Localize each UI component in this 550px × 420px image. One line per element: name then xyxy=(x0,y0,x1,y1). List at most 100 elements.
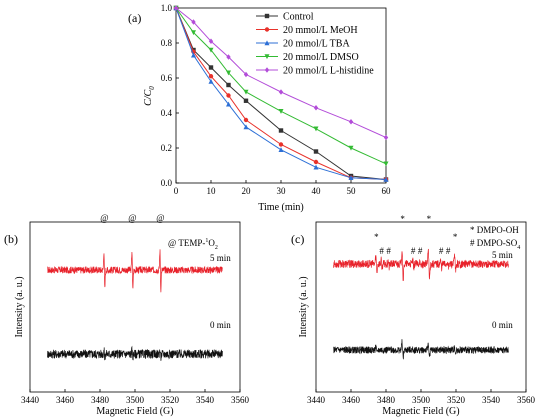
x-tick-label-c: 3540 xyxy=(482,395,501,405)
data-point-a-4 xyxy=(191,19,196,25)
x-axis-title-a: Time (min) xyxy=(258,202,303,213)
data-point-a-0 xyxy=(226,82,231,88)
data-point-a-3 xyxy=(191,30,196,36)
panel-b-chart: 3440 3460 3480 3500 3520 3540 3560 @ @ @ (b) Mag… xyxy=(4,213,250,417)
x-tick-label-a: 60 xyxy=(382,186,392,196)
legend-b-main: @ TEMP- xyxy=(168,238,205,248)
oh-marker-c-1: * xyxy=(400,214,405,224)
x-tick-label-c: 3480 xyxy=(377,395,396,405)
panel-a-chart: 0 10 20 30 40 50 60 0.0 0.2 0.4 0.6 0.8 1.0 Control 2… xyxy=(128,3,391,213)
y-axis-title-b: Intensity (a. u.) xyxy=(14,276,25,337)
legend-c-oh: * DMPO-OH xyxy=(470,225,519,235)
data-point-a-4 xyxy=(173,5,179,11)
y-tick-label-a: 0.8 xyxy=(161,38,173,48)
y-axis-title-a-main: C/C xyxy=(143,89,154,105)
y-axis-title-a: C/C0 xyxy=(143,86,156,106)
x-axis-title-b: Magnetic Field (G) xyxy=(96,406,173,417)
data-point-a-3 xyxy=(383,161,389,167)
data-point-a-0 xyxy=(243,98,249,103)
x-tick-label-b: 3540 xyxy=(196,395,215,405)
y-axis-title-a-sub: 0 xyxy=(148,86,156,90)
legend-b: @ TEMP-1O2 xyxy=(168,238,218,251)
legend-b-tail: O xyxy=(208,238,215,248)
series-group-c xyxy=(333,248,509,360)
legend-label-a-4: 20 mmol/L L-histidine xyxy=(283,66,374,77)
x-tick-label-a: 0 xyxy=(174,186,179,196)
x-tick-label-b: 3560 xyxy=(231,395,250,405)
data-point-a-1 xyxy=(243,117,249,123)
y-tick-label-a: 0.2 xyxy=(161,143,172,153)
data-point-a-3 xyxy=(348,145,354,151)
legend-marker-a-2 xyxy=(264,40,270,46)
legend-c-so4: # DMPO-SO4 xyxy=(470,238,520,251)
oh-marker-c-0: * xyxy=(374,232,379,242)
panel-label-b: (b) xyxy=(4,232,18,246)
x-tick-label-c: 3560 xyxy=(517,395,536,405)
data-point-a-3 xyxy=(226,70,231,76)
x-tick-label-b: 3500 xyxy=(126,395,145,405)
so4-marker-c-5: # xyxy=(446,246,451,256)
series-group-b xyxy=(47,249,223,361)
y-tick-label-a: 0.6 xyxy=(161,73,173,83)
spectrum-b-1 xyxy=(47,345,223,361)
x-tick-label-c: 3500 xyxy=(412,395,431,405)
data-point-a-4 xyxy=(278,89,284,95)
x-tick-label-a: 50 xyxy=(347,186,357,196)
x-tick-label-c: 3520 xyxy=(447,395,466,405)
axes-c: 3440 3460 3480 3500 3520 3540 3560 xyxy=(307,389,536,405)
so4-marker-c-0: # xyxy=(379,246,384,256)
data-point-a-1 xyxy=(226,93,231,98)
x-tick-label-c: 3440 xyxy=(307,395,326,405)
data-point-a-4 xyxy=(383,134,389,141)
x-tick-label-a: 10 xyxy=(207,186,217,196)
x-axis-title-c: Magnetic Field (G) xyxy=(382,406,459,417)
legend-label-a-0: Control xyxy=(283,12,314,23)
data-point-a-0 xyxy=(313,149,319,154)
data-point-a-3 xyxy=(208,47,214,53)
panel-label-c: (c) xyxy=(291,232,304,246)
series-label-c-0min: 0 min xyxy=(492,320,513,330)
data-point-a-0 xyxy=(278,128,284,133)
so4-marker-c-2: # xyxy=(411,246,416,256)
legend-marker-a-1 xyxy=(264,27,270,32)
peak-marker-b-0: @ xyxy=(100,213,108,223)
legend-b-sup: 1 xyxy=(205,238,208,244)
peak-marker-b-2: @ xyxy=(156,213,164,223)
oh-marker-c-2: * xyxy=(427,214,432,224)
x-tick-label-a: 20 xyxy=(242,186,252,196)
data-point-a-4 xyxy=(208,38,214,45)
data-point-a-2 xyxy=(313,164,319,170)
annotations-b: @ @ @ xyxy=(100,213,164,223)
data-point-a-0 xyxy=(208,65,214,70)
data-point-a-3 xyxy=(313,126,319,132)
data-point-a-2 xyxy=(348,175,354,180)
legend-label-a-1: 20 mmol/L MeOH xyxy=(283,25,358,36)
data-point-a-2 xyxy=(383,176,389,182)
so4-marker-c-1: # xyxy=(386,246,391,256)
axes-a: 0 10 20 30 40 50 60 0.0 0.2 0.4 0.6 0.8 1.0 xyxy=(161,3,391,196)
data-point-a-3 xyxy=(278,109,284,114)
legend-c-so4-main: # DMPO-SO xyxy=(470,238,518,248)
axes-b: 3440 3460 3480 3500 3520 3540 3560 xyxy=(21,389,250,405)
x-tick-label-b: 3460 xyxy=(56,395,75,405)
data-point-a-1 xyxy=(278,142,284,147)
data-point-a-2 xyxy=(226,101,231,107)
series-label-b-5min: 5 min xyxy=(210,253,231,263)
data-point-a-2 xyxy=(191,52,196,58)
data-point-a-2 xyxy=(243,124,249,130)
y-tick-label-a: 0.4 xyxy=(161,108,173,118)
legend-marker-a-4 xyxy=(264,67,270,73)
data-point-a-1 xyxy=(208,74,214,79)
panel-c-chart: 3440 3460 3480 3500 3520 3540 3560 ** **# # # # # # … xyxy=(291,214,536,417)
data-point-a-4 xyxy=(226,54,231,60)
spectrum-c-1 xyxy=(333,339,509,360)
x-tick-label-c: 3460 xyxy=(342,395,361,405)
x-tick-label-b: 3440 xyxy=(21,395,40,405)
y-tick-label-a: 1.0 xyxy=(161,3,173,13)
x-tick-label-a: 30 xyxy=(277,186,287,196)
series-label-b-0min: 0 min xyxy=(210,320,231,330)
legend-b-sub: 2 xyxy=(215,245,218,251)
panel-label-a: (a) xyxy=(128,11,141,25)
spectrum-c-0 xyxy=(333,248,509,281)
